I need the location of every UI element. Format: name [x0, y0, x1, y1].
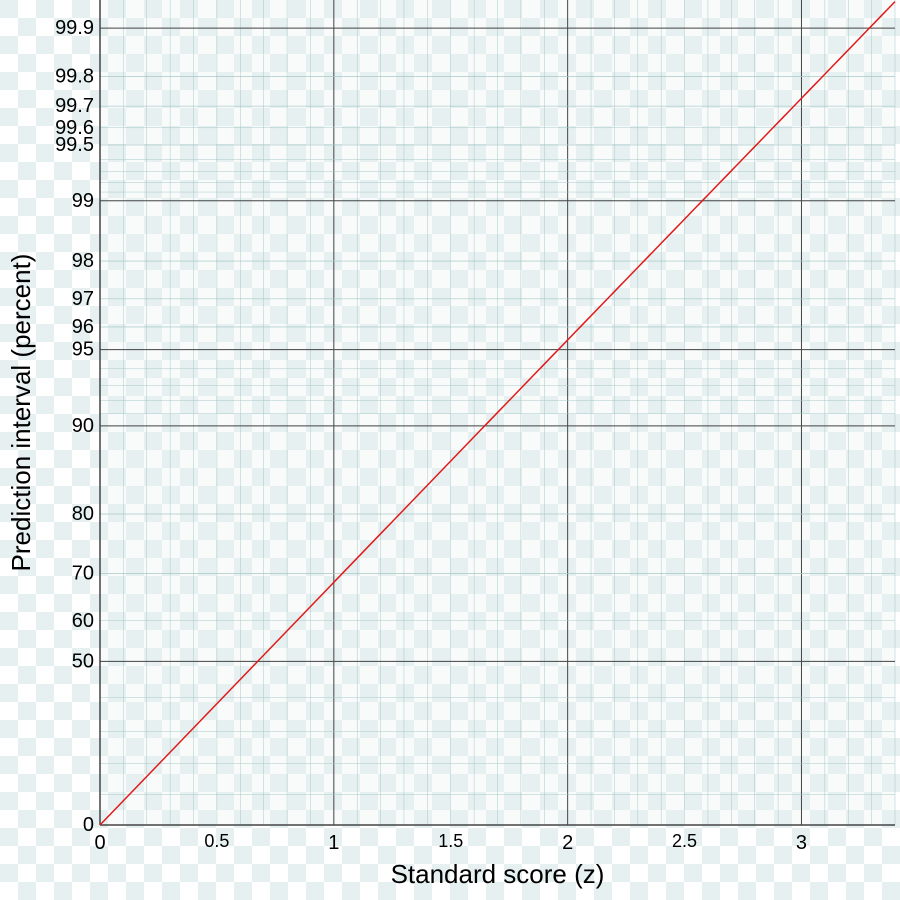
y-tick-label: 99.9 — [55, 17, 94, 39]
y-tick-label: 97 — [72, 288, 94, 310]
y-tick-label: 98 — [72, 250, 94, 272]
x-tick-label: 2 — [562, 832, 573, 854]
y-tick-label: 0 — [83, 814, 94, 836]
x-tick-label: 0 — [94, 832, 105, 854]
x-tick-label: 2.5 — [672, 831, 697, 851]
y-tick-label: 99.8 — [55, 66, 94, 88]
x-tick-label: 1 — [328, 832, 339, 854]
x-tick-label: 1.5 — [438, 831, 463, 851]
y-axis-label: Prediction interval (percent) — [6, 254, 36, 572]
y-tick-label: 99.6 — [55, 117, 94, 139]
y-tick-label: 99 — [72, 190, 94, 212]
y-tick-label: 96 — [72, 316, 94, 338]
y-tick-label: 80 — [72, 503, 94, 525]
y-tick-label: 99.7 — [55, 95, 94, 117]
y-tick-label: 50 — [72, 650, 94, 672]
prediction-interval-chart: 0 1 2 3 0.5 1.5 2.5 Standard score (z) 0 50 60 70 80… — [0, 0, 900, 900]
x-tick-label: 3 — [796, 832, 807, 854]
y-tick-label: 90 — [72, 415, 94, 437]
x-axis-label: Standard score (z) — [391, 859, 605, 889]
y-tick-label: 95 — [72, 339, 94, 361]
y-tick-label: 60 — [72, 610, 94, 632]
x-tick-label: 0.5 — [204, 831, 229, 851]
y-tick-label: 70 — [72, 562, 94, 584]
